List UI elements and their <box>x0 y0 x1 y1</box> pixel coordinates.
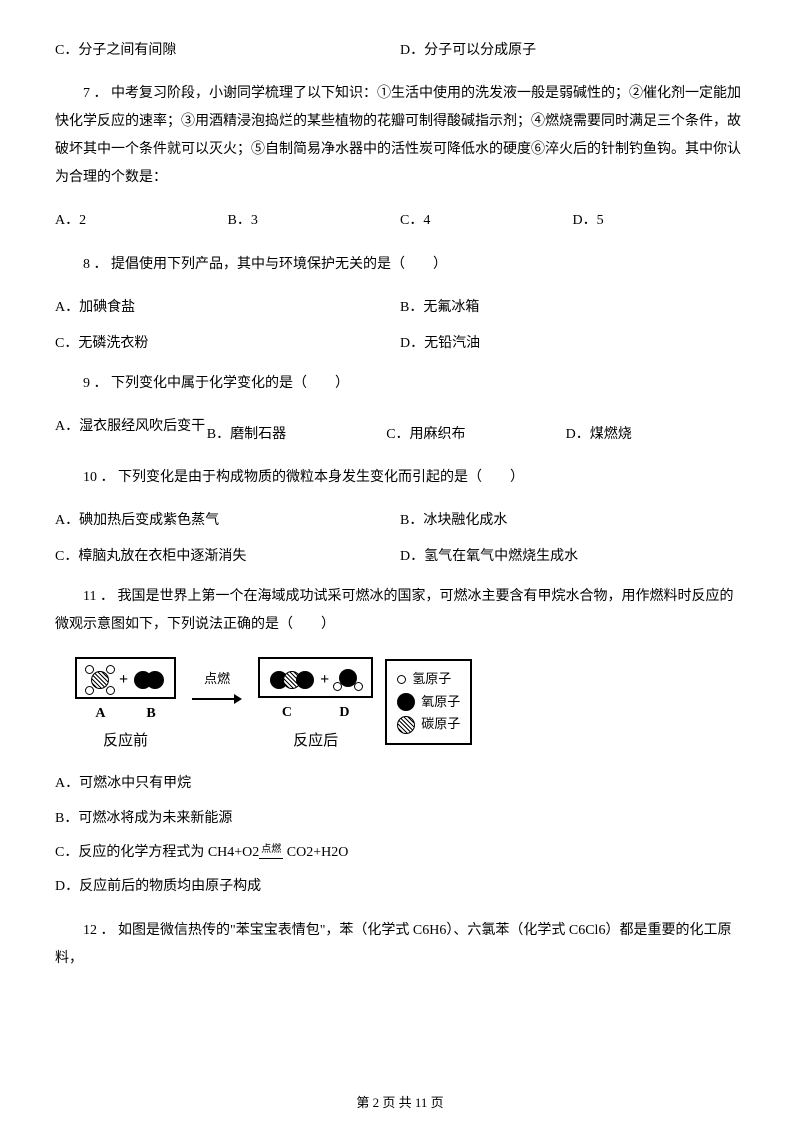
hydrogen-atom-icon <box>397 675 406 684</box>
q7-option-d: D．5 <box>573 210 746 232</box>
reactant-labels: A B <box>75 703 176 725</box>
legend-oxygen: 氧原子 <box>397 692 460 713</box>
q10-stem: 10 ． 下列变化是由于构成物质的微粒本身发生变化而引起的是（ ） <box>55 464 745 492</box>
carbon-atom-icon <box>91 671 109 689</box>
hydrogen-atom-icon <box>85 665 94 674</box>
q11-option-c: C．反应的化学方程式为 CH4+O2点燃 CO2+H2O <box>55 842 745 864</box>
q10-option-d: D．氢气在氧气中燃烧生成水 <box>400 546 745 568</box>
hydrogen-atom-icon <box>85 686 94 695</box>
arrow-label: 点燃 <box>204 669 230 690</box>
plus-icon: + <box>320 667 329 693</box>
label-d: D <box>339 702 349 724</box>
q11-option-a: A．可燃冰中只有甲烷 <box>55 773 745 795</box>
after-label: 反应后 <box>293 729 338 753</box>
oxygen-atom-icon <box>397 693 415 711</box>
arrow-icon <box>192 692 242 706</box>
atom-legend: 氢原子 氧原子 碳原子 <box>385 659 472 745</box>
q11-stem: 11 ． 我国是世界上第一个在海域成功试采可燃冰的国家，可燃冰主要含有甲烷水合物… <box>55 583 745 639</box>
q10-options-ab: A．碘加热后变成紫色蒸气 B．冰块融化成水 <box>55 510 745 532</box>
label-c: C <box>282 702 292 724</box>
oxygen-atom-icon <box>296 671 314 689</box>
hydrogen-atom-icon <box>106 686 115 695</box>
q10-option-c: C．樟脑丸放在衣柜中逐渐消失 <box>55 546 400 568</box>
page-footer: 第 2 页 共 11 页 <box>0 1093 800 1114</box>
q11-option-d: D．反应前后的物质均由原子构成 <box>55 876 745 898</box>
label-a: A <box>95 703 105 725</box>
legend-carbon: 碳原子 <box>397 714 460 735</box>
q9-option-a: A．湿衣服经风吹后变干 <box>55 416 207 446</box>
q10-option-a: A．碘加热后变成紫色蒸气 <box>55 510 400 532</box>
carbon-atom-icon <box>397 716 415 734</box>
q11-c-cond: 点燃 <box>259 842 283 859</box>
legend-h-label: 氢原子 <box>412 669 451 690</box>
reaction-diagram: + A B 反应前 点燃 <box>75 657 745 753</box>
products-box: + <box>258 657 373 699</box>
q11-c-pre: C．反应的化学方程式为 CH4+O2 <box>55 845 259 860</box>
q8-options-cd: C．无磷洗衣粉 D．无铅汽油 <box>55 333 745 355</box>
oxygen-atom-icon <box>146 671 164 689</box>
q11-option-b: B．可燃冰将成为未来新能源 <box>55 808 745 830</box>
co2-molecule <box>270 671 314 689</box>
q8-options-ab: A．加碘食盐 B．无氟冰箱 <box>55 297 745 319</box>
hydrogen-atom-icon <box>106 665 115 674</box>
legend-c-label: 碳原子 <box>421 714 460 735</box>
q7-stem: 7 ． 中考复习阶段，小谢同学梳理了以下知识：①生活中使用的洗发液一般是弱碱性的… <box>55 80 745 192</box>
legend-o-label: 氧原子 <box>421 692 460 713</box>
reactants-box: + <box>75 657 176 699</box>
reactants-group: + A B 反应前 <box>75 657 176 753</box>
q9-option-b: B．磨制石器 <box>207 416 386 446</box>
q11-options: A．可燃冰中只有甲烷 B．可燃冰将成为未来新能源 C．反应的化学方程式为 CH4… <box>55 773 745 899</box>
q12-stem: 12 ． 如图是微信热传的"苯宝宝表情包"，苯（化学式 C6H6）、六氯苯（化学… <box>55 917 745 973</box>
label-b: B <box>146 703 155 725</box>
product-labels: C D <box>258 702 373 724</box>
q9-options: A．湿衣服经风吹后变干 B．磨制石器 C．用麻织布 D．煤燃烧 <box>55 416 745 446</box>
q9-option-c: C．用麻织布 <box>386 416 565 446</box>
q7-option-b: B．3 <box>228 210 401 232</box>
q10-options-cd: C．樟脑丸放在衣柜中逐渐消失 D．氢气在氧气中燃烧生成水 <box>55 546 745 568</box>
products-group: + C D 反应后 <box>258 657 373 753</box>
hydrogen-atom-icon <box>354 682 363 691</box>
q7-options: A．2 B．3 C．4 D．5 <box>55 210 745 232</box>
q10-option-b: B．冰块融化成水 <box>400 510 745 532</box>
reaction-arrow: 点燃 <box>192 669 242 706</box>
q7-option-a: A．2 <box>55 210 228 232</box>
q9-stem: 9 ． 下列变化中属于化学变化的是（ ） <box>55 370 745 398</box>
oxygen-molecule <box>134 671 164 689</box>
q9-option-d: D．煤燃烧 <box>566 416 745 446</box>
q8-option-b: B．无氟冰箱 <box>400 297 745 319</box>
q8-option-c: C．无磷洗衣粉 <box>55 333 400 355</box>
q8-option-a: A．加碘食盐 <box>55 297 400 319</box>
q8-option-d: D．无铅汽油 <box>400 333 745 355</box>
methane-molecule <box>87 667 113 693</box>
q6-option-c: C．分子之间有间隙 <box>55 40 400 62</box>
water-molecule <box>335 669 361 691</box>
hydrogen-atom-icon <box>333 682 342 691</box>
q7-option-c: C．4 <box>400 210 573 232</box>
plus-icon: + <box>119 667 128 693</box>
q11-c-post: CO2+H2O <box>283 845 348 860</box>
q6-option-d: D．分子可以分成原子 <box>400 40 745 62</box>
q8-stem: 8 ． 提倡使用下列产品，其中与环境保护无关的是（ ） <box>55 251 745 279</box>
q6-options-cd: C．分子之间有间隙 D．分子可以分成原子 <box>55 40 745 62</box>
legend-hydrogen: 氢原子 <box>397 669 460 690</box>
before-label: 反应前 <box>103 729 148 753</box>
